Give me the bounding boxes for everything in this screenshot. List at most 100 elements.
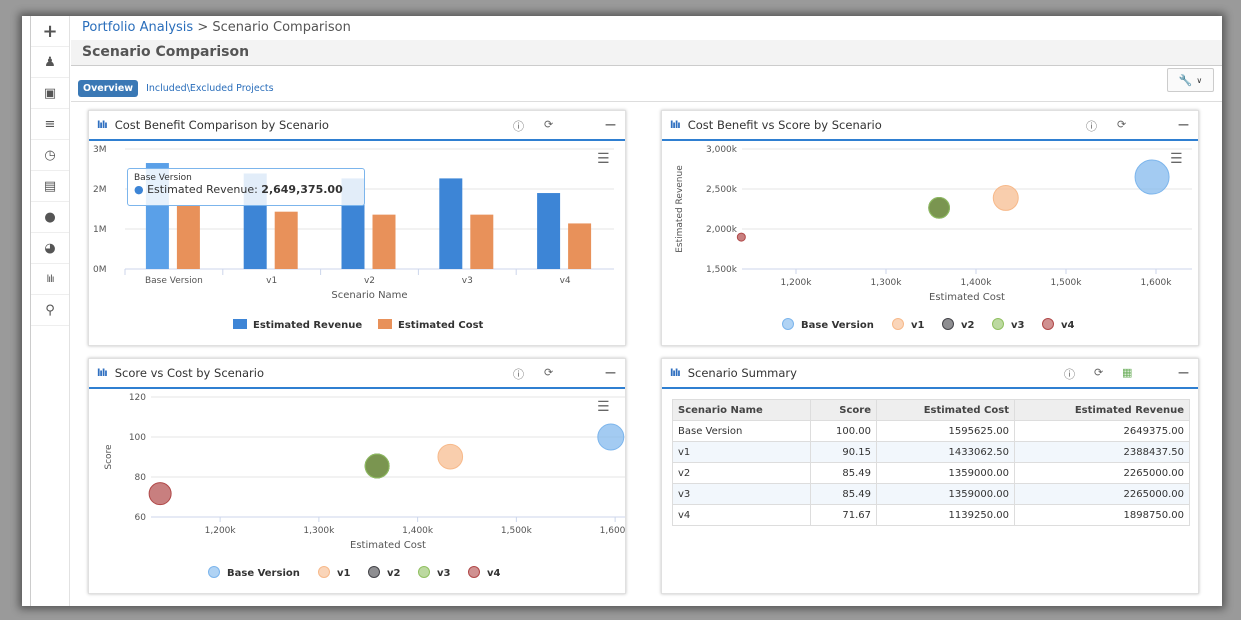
minimize-icon[interactable]: —: [605, 366, 616, 379]
column-header[interactable]: Score: [810, 399, 877, 421]
x-tick-label: v3: [462, 276, 473, 286]
tab-included-excluded-projects[interactable]: Included\Excluded Projects: [146, 83, 274, 94]
legend-label: v2: [961, 320, 975, 331]
info-icon[interactable]: ⓘ: [1064, 368, 1075, 381]
panel-title: Scenario Summary: [687, 366, 797, 380]
table-cell: 2388437.50: [1014, 441, 1190, 463]
y-tick-label: 3M: [93, 145, 107, 155]
bar-cost: [372, 214, 396, 269]
info-icon[interactable]: ⓘ: [513, 368, 524, 381]
table-header-row: Scenario Name Score Estimated Cost Estim…: [672, 399, 1190, 421]
bubble-v1: [437, 443, 464, 470]
money-icon[interactable]: ▤: [31, 171, 69, 202]
info-icon[interactable]: ⓘ: [1086, 120, 1097, 133]
y-tick-label: 3,000k: [706, 145, 738, 155]
bar-revenue: [537, 193, 561, 269]
y-tick-label: 100: [129, 433, 146, 443]
bar-revenue: [439, 178, 463, 269]
info-icon[interactable]: ⓘ: [513, 120, 524, 133]
y-tick-label: 80: [135, 473, 147, 483]
summary-table: Scenario Name Score Estimated Cost Estim…: [672, 399, 1190, 526]
wrench-icon: 🔧: [1178, 73, 1193, 87]
table-row[interactable]: v3 85.49 1359000.00 2265000.00: [672, 483, 1190, 505]
y-tick-label: 120: [129, 393, 146, 403]
panel-cost-benefit-comparison: lılı Cost Benefit Comparison by Scenario …: [88, 110, 626, 346]
person-icon[interactable]: ♟: [31, 47, 69, 78]
coins-icon[interactable]: ●: [31, 202, 69, 233]
tools-dropdown-button[interactable]: 🔧 ∨: [1167, 68, 1214, 92]
column-header[interactable]: Estimated Revenue: [1014, 399, 1190, 421]
table-cell: 90.15: [810, 441, 877, 463]
bar-cost: [568, 223, 592, 269]
legend-swatch: [378, 319, 392, 329]
panel-header: lılı Cost Benefit Comparison by Scenario …: [89, 111, 625, 141]
plus-icon[interactable]: +: [31, 16, 69, 47]
panel-title: Cost Benefit Comparison by Scenario: [114, 118, 329, 132]
excel-export-icon[interactable]: ▦: [1122, 366, 1133, 379]
bubble-v4: [148, 482, 172, 506]
column-header[interactable]: Scenario Name: [672, 399, 811, 421]
x-tick-label: v2: [364, 276, 375, 286]
refresh-icon[interactable]: ⟳: [544, 366, 554, 379]
table-cell: Base Version: [672, 420, 811, 442]
bubble-base-version: [597, 423, 625, 451]
y-tick-label: 1,500k: [706, 265, 738, 275]
table-cell: v2: [672, 462, 811, 484]
y-axis-title: Estimated Revenue: [675, 165, 685, 253]
chart-menu-icon[interactable]: ☰: [1170, 151, 1183, 167]
y-axis-title: Score: [104, 444, 114, 470]
y-tick-label: 2,500k: [706, 185, 738, 195]
search-icon[interactable]: ⚲: [31, 295, 69, 326]
legend-marker: [318, 566, 330, 578]
x-tick-label: 1,600k: [600, 526, 625, 536]
chart-menu-icon[interactable]: ☰: [597, 399, 610, 415]
table-row[interactable]: Base Version 100.00 1595625.00 2649375.00: [672, 420, 1190, 442]
chart-menu-icon[interactable]: ☰: [597, 151, 610, 167]
bubble-v3: [928, 196, 950, 219]
tooltip: Base Version ● Estimated Revenue: 2,649,…: [127, 168, 365, 206]
legend-marker: [208, 566, 220, 578]
refresh-icon[interactable]: ⟳: [544, 118, 554, 131]
column-header[interactable]: Estimated Cost: [876, 399, 1015, 421]
x-tick-label: 1,300k: [871, 278, 903, 288]
x-tick-label: v1: [266, 276, 277, 286]
refresh-icon[interactable]: ⟳: [1094, 366, 1104, 379]
dashboard-icon[interactable]: ◕: [31, 233, 69, 264]
table-row[interactable]: v4 71.67 1139250.00 1898750.00: [672, 504, 1190, 526]
y-tick-label: 2,000k: [706, 225, 738, 235]
minimize-icon[interactable]: —: [605, 118, 616, 131]
breadcrumb-current: Scenario Comparison: [212, 20, 351, 35]
refresh-icon[interactable]: ⟳: [1117, 118, 1127, 131]
legend-marker: [1042, 318, 1054, 330]
panel-scenario-summary: lılı Scenario Summary ⓘ ⟳ ▦ — Scenario Na…: [661, 358, 1199, 594]
y-tick-label: 60: [135, 513, 147, 523]
sliders-icon[interactable]: ≡: [31, 109, 69, 140]
panel-title: Cost Benefit vs Score by Scenario: [687, 118, 882, 132]
table-cell: 85.49: [810, 483, 877, 505]
legend-label: v1: [911, 320, 925, 331]
tab-overview[interactable]: Overview: [78, 80, 139, 97]
minimize-icon[interactable]: —: [1178, 366, 1189, 379]
minimize-icon[interactable]: —: [1178, 118, 1189, 131]
legend-label: v4: [1061, 320, 1075, 331]
clock-icon[interactable]: ◷: [31, 140, 69, 171]
table-cell: 1359000.00: [876, 483, 1015, 505]
table-row[interactable]: v2 85.49 1359000.00 2265000.00: [672, 462, 1190, 484]
briefcase-icon[interactable]: ▣: [31, 78, 69, 109]
y-tick-label: 1M: [93, 225, 107, 235]
legend-marker: [468, 566, 480, 578]
x-tick-label: 1,500k: [501, 526, 533, 536]
bubble-v1: [992, 184, 1019, 211]
breadcrumb-parent-link[interactable]: Portfolio Analysis: [82, 20, 194, 35]
bar-chart-icon: lılı: [670, 119, 681, 131]
legend-label: Estimated Cost: [398, 320, 484, 331]
tooltip-label: Estimated Revenue:: [147, 183, 258, 196]
x-tick-label: 1,600k: [1141, 278, 1173, 288]
table-row[interactable]: v1 90.15 1433062.50 2388437.50: [672, 441, 1190, 463]
legend-marker: [942, 318, 954, 330]
legend-label: v3: [437, 568, 451, 579]
table-cell: 2649375.00: [1014, 420, 1190, 442]
bar-chart-icon[interactable]: lılı: [31, 264, 69, 295]
table-cell: 1139250.00: [876, 504, 1015, 526]
panel-header: lılı Scenario Summary ⓘ ⟳ ▦ —: [662, 359, 1198, 389]
